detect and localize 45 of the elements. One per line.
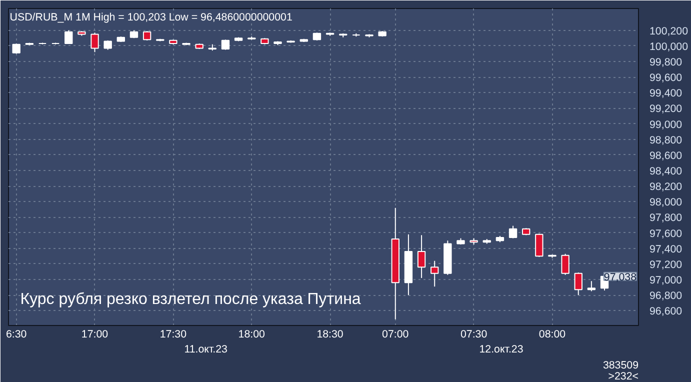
candlestick	[561, 253, 570, 276]
candlestick	[64, 30, 73, 44]
text: >232<	[608, 370, 639, 382]
x-tick-label: 07:00	[382, 328, 409, 340]
y-tick-label: 98,800	[650, 134, 682, 146]
y-tick-label: 98,200	[650, 181, 682, 194]
x-tick-label: 17:30	[160, 328, 187, 340]
candlestick	[574, 272, 582, 296]
text: 11.окт.23	[184, 344, 228, 356]
y-tick-label: 99,000	[650, 118, 682, 131]
x-tick-label: 08:00	[538, 328, 566, 340]
x-tick-label: 18:00	[238, 328, 266, 340]
annotation: Курс рубля резко взлетел после указа Путина	[20, 291, 361, 308]
candlestick	[508, 225, 518, 239]
y-tick-label: 100,000	[650, 40, 688, 53]
y-tick-label: 100,200	[650, 25, 688, 38]
y-tick-label: 99,400	[650, 88, 682, 100]
y-tick-label: 97,400	[650, 243, 682, 256]
y-tick-label: 97,200	[650, 258, 682, 271]
y-tick-label: 98,400	[650, 166, 682, 178]
candlestick	[587, 280, 596, 292]
x-tick-label: 17:00	[81, 328, 108, 340]
candlestick	[430, 260, 439, 288]
text: 383509	[602, 360, 639, 372]
candlestick	[535, 233, 544, 258]
y-tick-label: 96,600	[650, 306, 682, 318]
candlestick	[90, 32, 99, 53]
candlestick	[221, 39, 230, 50]
y-tick-label: 96,800	[650, 290, 682, 302]
annotation: 97,038	[604, 271, 637, 284]
chart-title: USD/RUB_M 1M High = 100,203 Low = 96,4860000000001	[10, 12, 292, 24]
text: 12.окт.23	[479, 344, 524, 356]
y-tick-label: 98,000	[650, 196, 682, 209]
x-tick-label: 07:30	[460, 328, 488, 340]
y-tick-label: 99,200	[650, 103, 682, 116]
y-tick-label: 97,000	[650, 274, 682, 287]
candlestick	[142, 30, 152, 41]
y-tick-label: 98,600	[650, 150, 682, 162]
y-tick-label: 97,600	[650, 228, 682, 240]
y-tick-label: 99,600	[650, 72, 682, 84]
candlestick	[417, 234, 426, 278]
y-tick-label: 97,800	[650, 212, 682, 224]
y-tick-label: 99,800	[650, 56, 682, 68]
x-tick-label: 18:30	[316, 328, 344, 340]
x-tick-label: 6:30	[6, 328, 27, 340]
